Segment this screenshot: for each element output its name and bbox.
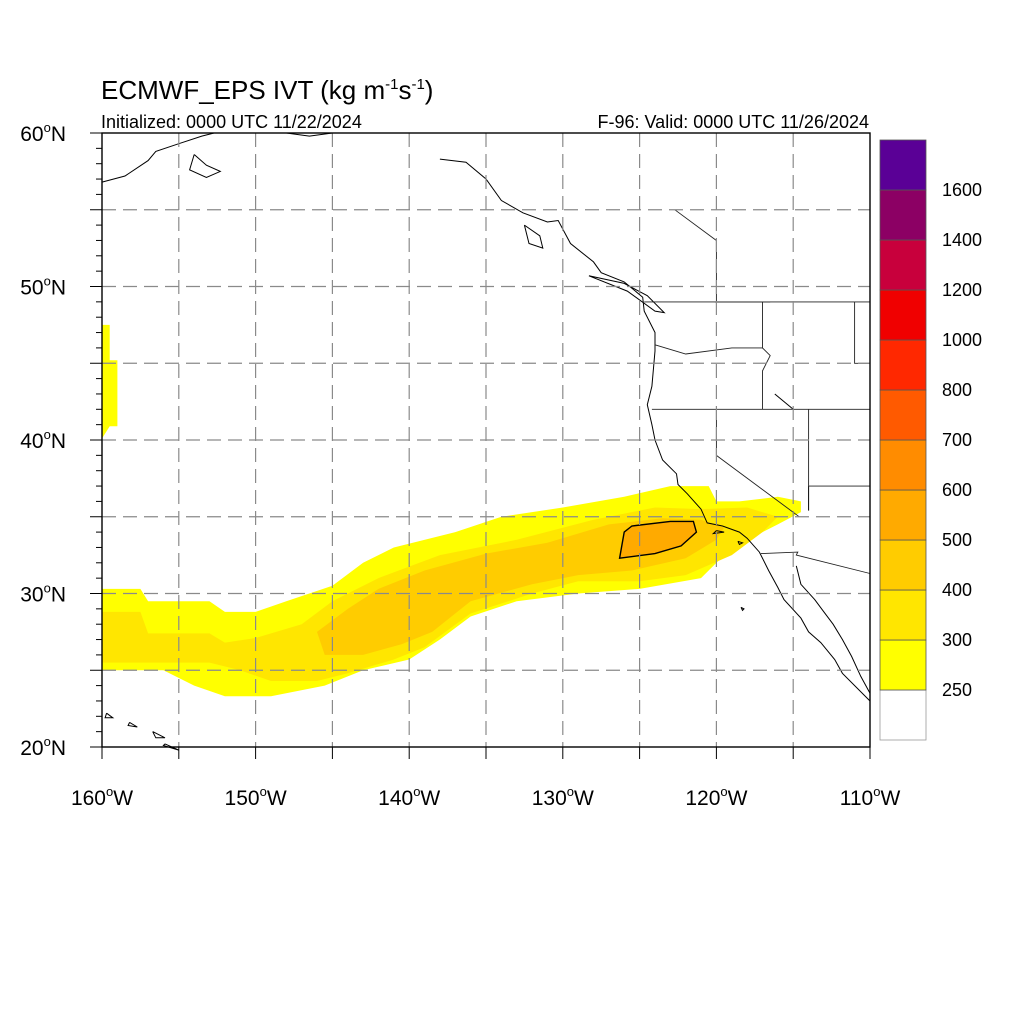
- coastline-segment-1: [188, 154, 222, 179]
- state-border-2: [762, 301, 771, 410]
- coastline-segment-0: [101, 132, 215, 183]
- lon-label-140: 140oW: [378, 784, 440, 810]
- colorbar-label-500: 500: [942, 530, 972, 550]
- colorbar-label-300: 300: [942, 630, 972, 650]
- colorbar-swatch-2: [879, 589, 927, 641]
- ivt-fill-250-1: [102, 324, 118, 439]
- colorbar-label-600: 600: [942, 480, 972, 500]
- colorbar-swatch-4: [879, 489, 927, 541]
- colorbar-swatch-7: [879, 339, 927, 391]
- colorbar-label-400: 400: [942, 580, 972, 600]
- state-borders: [644, 209, 871, 574]
- ivt-contour-lines: [618, 520, 698, 560]
- state-border-6: [854, 301, 870, 364]
- ivt-fill-500-4: [619, 521, 697, 559]
- colorbar: [879, 139, 927, 741]
- lat-label-60: 60oN: [20, 120, 66, 146]
- colorbar-swatch-10: [879, 189, 927, 241]
- island-outline-2: [127, 721, 138, 728]
- colorbar-swatch-8: [879, 289, 927, 341]
- lon-label-160: 160oW: [71, 784, 133, 810]
- lon-label-150: 150oW: [225, 784, 287, 810]
- axis-ticks: [90, 132, 871, 759]
- state-border-5: [808, 409, 870, 487]
- coastline-segment-3: [439, 158, 871, 702]
- colorbar-swatch-9: [879, 239, 927, 291]
- colorbar-label-800: 800: [942, 380, 972, 400]
- island-outline-5: [737, 540, 744, 546]
- colorbar-swatch-3: [879, 539, 927, 591]
- coastlines: [101, 132, 871, 751]
- island-outline-4: [711, 530, 725, 535]
- lon-label-120: 120oW: [685, 784, 747, 810]
- colorbar-label-1200: 1200: [942, 280, 982, 300]
- coastline-segment-5: [588, 275, 666, 314]
- lat-label-40: 40oN: [20, 427, 66, 453]
- longitude-labels: 160oW 150oW 140oW 130oW 120oW 110oW: [71, 784, 901, 810]
- colorbar-swatch-6: [879, 389, 927, 441]
- colorbar-swatch-1: [879, 639, 927, 691]
- latitude-labels: 60oN 50oN 40oN 30oN 20oN: [20, 120, 66, 760]
- island-outline-1: [152, 731, 166, 739]
- coastline-segment-6: [523, 224, 544, 249]
- colorbar-label-1400: 1400: [942, 230, 982, 250]
- island-outline-6: [740, 606, 745, 612]
- colorbar-label-250: 250: [942, 680, 972, 700]
- lon-label-130: 130oW: [532, 784, 594, 810]
- state-border-1: [654, 344, 763, 355]
- state-border-9: [674, 209, 717, 302]
- coastline-segment-8: [774, 393, 794, 410]
- valid-time-label: F-96: Valid: 0000 UTC 11/26/2024: [598, 112, 870, 132]
- lat-label-50: 50oN: [20, 274, 66, 300]
- lat-label-20: 20oN: [20, 734, 66, 760]
- state-border-7: [760, 551, 871, 574]
- colorbar-swatch-0: [879, 689, 927, 741]
- lat-lon-grid: [102, 133, 870, 747]
- coastline-segment-4: [795, 565, 871, 694]
- ivt-contour-500-0: [618, 520, 698, 560]
- lon-label-110: 110oW: [840, 784, 901, 810]
- lat-label-30: 30oN: [20, 581, 66, 607]
- colorbar-swatch-5: [879, 439, 927, 491]
- ivt-filled-regions: [102, 324, 801, 697]
- colorbar-label-700: 700: [942, 430, 972, 450]
- colorbar-labels: 250 300 400 500 600 700 800 1000 1200 1400 1600: [942, 180, 982, 700]
- map-title: ECMWF_EPS IVT (kg m-1s-1): [101, 75, 433, 105]
- colorbar-swatch-11: [879, 139, 927, 191]
- init-time-label: Initialized: 0000 UTC 11/22/2024: [101, 112, 362, 132]
- colorbar-label-1000: 1000: [942, 330, 982, 350]
- island-outline-3: [104, 712, 115, 719]
- colorbar-label-1600: 1600: [942, 180, 982, 200]
